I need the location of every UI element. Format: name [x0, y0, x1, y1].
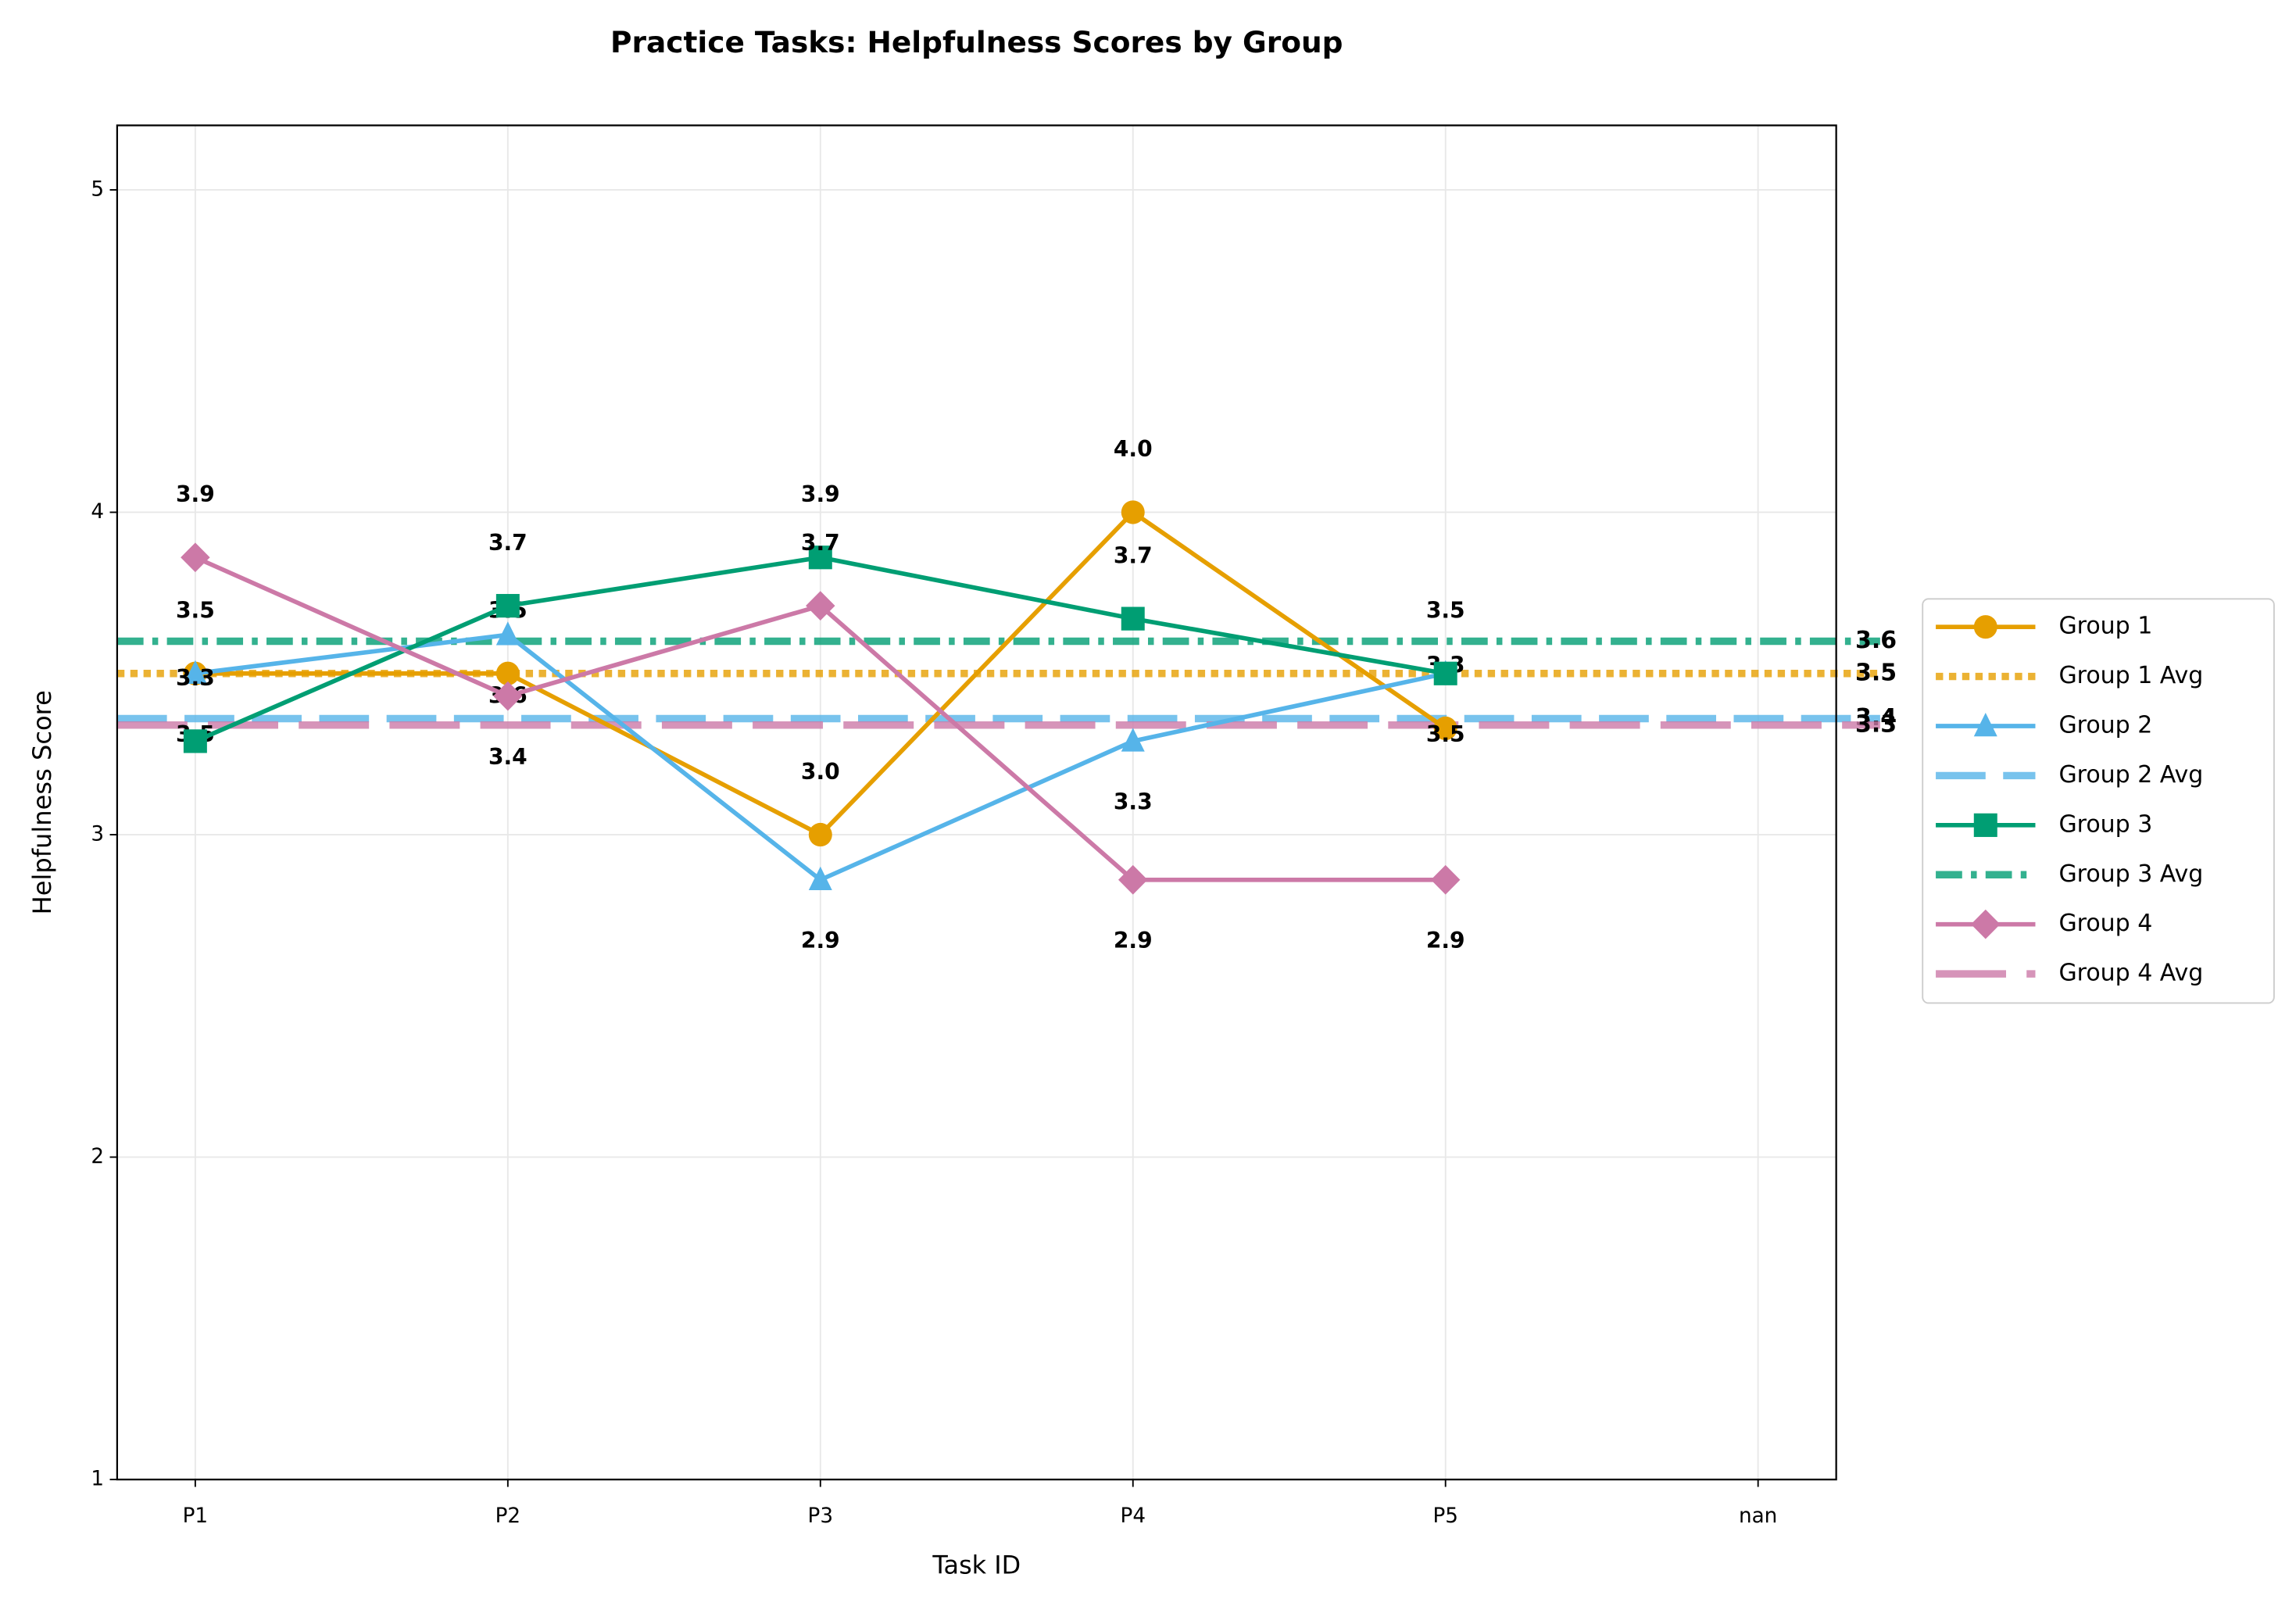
- average-label: 3.3: [1855, 710, 1897, 738]
- marker: [493, 681, 523, 711]
- value-label: 3.0: [801, 759, 840, 785]
- marker: [808, 822, 832, 847]
- marker: [1430, 864, 1461, 895]
- value-label: 3.9: [176, 481, 215, 507]
- chart-title: Practice Tasks: Helpfulness Scores by Gr…: [610, 25, 1343, 59]
- y-tick-label: 5: [91, 177, 104, 201]
- y-tick-label: 1: [91, 1468, 104, 1491]
- legend: Group 1 Group 1 Avg Group 2 Group 2 Avg Grou…: [1922, 598, 2275, 1004]
- average-label: 3.6: [1855, 627, 1897, 654]
- marker: [183, 660, 207, 684]
- x-axis-label: Task ID: [932, 1550, 1021, 1579]
- value-label: 3.7: [1114, 542, 1153, 568]
- marker: [495, 621, 520, 646]
- value-label: 3.3: [176, 665, 215, 691]
- marker: [495, 594, 520, 618]
- value-label: 3.9: [801, 481, 840, 507]
- x-tick-label: P1: [183, 1504, 208, 1528]
- legend-label: Group 3 Avg: [2058, 860, 2203, 888]
- legend-label: Group 3: [2058, 810, 2152, 838]
- marker: [1973, 713, 1997, 737]
- x-tick-label: P4: [1121, 1504, 1146, 1528]
- marker: [1973, 813, 1997, 837]
- value-label: 4.0: [1114, 436, 1153, 462]
- legend-label: Group 4 Avg: [2058, 960, 2203, 987]
- marker: [181, 542, 210, 573]
- x-tick-label: P5: [1432, 1504, 1457, 1528]
- marker: [1973, 615, 1997, 639]
- value-label: 3.5: [1426, 597, 1465, 623]
- y-tick-label: 4: [91, 500, 104, 524]
- value-label: 3.7: [488, 530, 528, 556]
- y-axis-label: Helpfulness Score: [27, 690, 57, 914]
- legend-label: Group 1 Avg: [2058, 662, 2203, 689]
- marker: [1433, 661, 1457, 685]
- plot-frame: [116, 124, 1837, 1481]
- value-label: 3.7: [801, 530, 840, 556]
- value-label: 3.5: [1426, 721, 1465, 747]
- average-label: 3.5: [1855, 659, 1897, 686]
- value-label: 2.9: [1114, 928, 1153, 953]
- value-label: 2.9: [1426, 928, 1465, 953]
- legend-box: [1922, 598, 2275, 1004]
- marker: [1433, 716, 1457, 740]
- marker: [1121, 606, 1145, 631]
- value-label: 3.4: [488, 744, 528, 770]
- marker: [495, 661, 520, 685]
- marker: [808, 546, 832, 570]
- x-tick-label: P2: [495, 1504, 520, 1528]
- marker: [1121, 728, 1145, 752]
- value-label: 3.3: [1114, 789, 1153, 815]
- marker: [808, 866, 832, 890]
- legend-label: Group 2: [2058, 711, 2152, 739]
- value-label: 2.9: [801, 928, 840, 953]
- legend-label: Group 1: [2058, 613, 2152, 640]
- marker: [1121, 500, 1145, 524]
- legend-label: Group 2 Avg: [2058, 761, 2203, 789]
- marker: [183, 729, 207, 753]
- value-label: 3.5: [176, 597, 215, 623]
- x-tick-label: nan: [1739, 1504, 1777, 1528]
- legend-label: Group 4: [2058, 910, 2152, 937]
- x-tick-label: P3: [808, 1504, 833, 1528]
- y-tick-label: 2: [91, 1145, 104, 1168]
- y-tick-label: 3: [91, 822, 104, 846]
